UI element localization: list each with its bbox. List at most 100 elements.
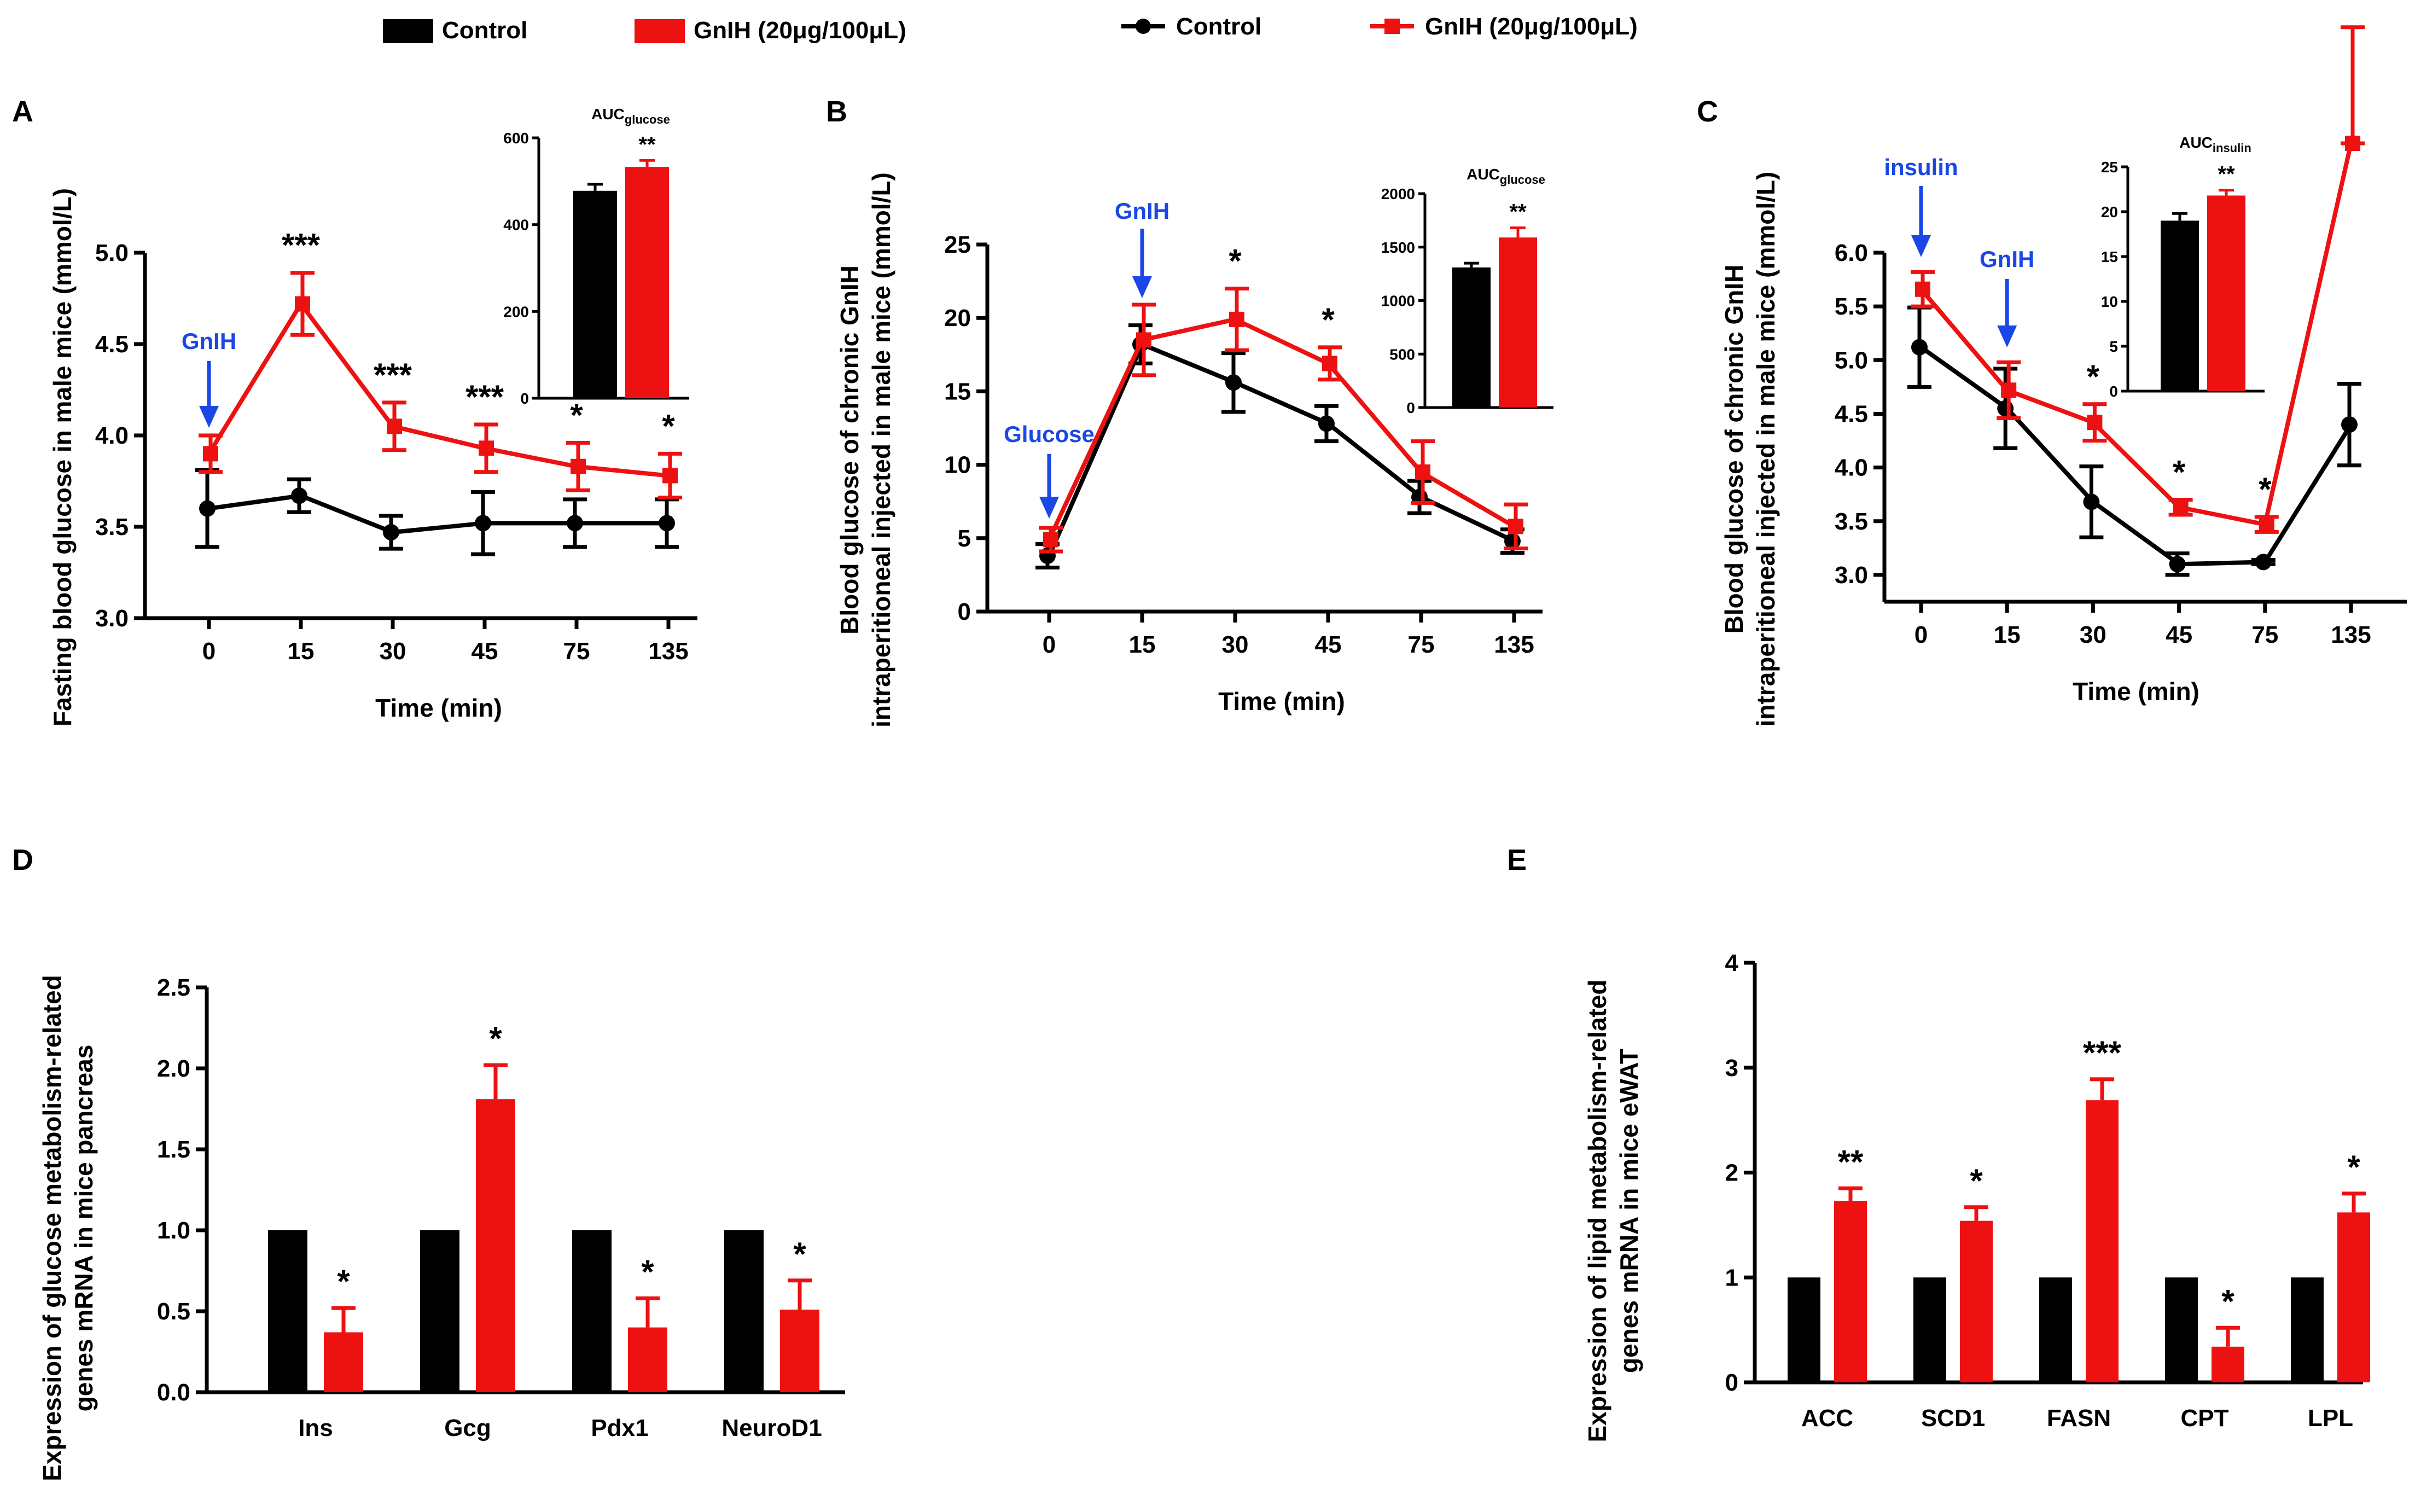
- legend-line: Control GnIH (20μg/100μL): [1121, 13, 1638, 40]
- y-tick-label: 2.0: [157, 1055, 190, 1082]
- treatment-point: [1415, 464, 1430, 480]
- treatment-bar: [2212, 1346, 2244, 1382]
- y-axis-label: Expression of lipid metabolism-related: [1583, 979, 1611, 1442]
- significance-marker: *: [489, 1020, 502, 1057]
- treatment-series-line: [1919, 143, 2353, 527]
- annotation-label: GnIH: [182, 328, 236, 354]
- y-tick-label: 3.5: [95, 514, 129, 540]
- annotation-arrow-head: [1997, 325, 2017, 347]
- inset-title-sub: glucose: [1500, 173, 1545, 187]
- treatment-point: [2001, 382, 2017, 398]
- panel-label-a: A: [12, 95, 33, 128]
- significance-marker: *: [2347, 1149, 2360, 1185]
- inset-y-tick-label: 1500: [1381, 239, 1415, 256]
- y-axis-label: genes mRNA in mice eWAT: [1615, 1049, 1643, 1373]
- chart-e: 0 1 2 3 4 Expression of lipid metabolism-rela…: [1583, 950, 2370, 1443]
- legend-line-control-marker: [1136, 19, 1151, 34]
- treatment-point: [571, 458, 586, 474]
- annotation-arrow-head: [1039, 497, 1059, 519]
- x-tick-label: 15: [288, 638, 315, 665]
- inset-y-tick-label: 0: [520, 390, 529, 407]
- inset-significance-marker: **: [2218, 162, 2235, 187]
- y-axis-label: genes mRNA in mice pancreas: [69, 1045, 98, 1412]
- x-tick-label: 135: [1494, 631, 1534, 658]
- panel-label-b: B: [826, 95, 847, 128]
- significance-marker: *: [1229, 243, 1242, 280]
- treatment-bar: [476, 1099, 515, 1392]
- control-point: [659, 515, 675, 532]
- x-tick-label: 75: [2251, 621, 2278, 648]
- treatment-bar: [2337, 1212, 2370, 1382]
- inset-significance-marker: **: [638, 132, 656, 156]
- y-tick-label: 5.5: [1835, 293, 1868, 320]
- treatment-point: [2087, 415, 2103, 431]
- panel-label-e: E: [1507, 844, 1527, 876]
- treatment-bar: [2086, 1100, 2119, 1382]
- significance-marker: *: [2221, 1283, 2234, 1319]
- treatment-point: [662, 468, 678, 484]
- panel-label-d: D: [12, 844, 33, 876]
- treatment-series-line: [1047, 317, 1516, 541]
- x-tick-label: SCD1: [1921, 1405, 1985, 1432]
- inset-title: AUCinsulin: [2179, 134, 2251, 155]
- y-tick-label: 2: [1725, 1160, 1738, 1187]
- control-point: [2169, 556, 2186, 573]
- inset-y-tick-label: 15: [2101, 248, 2118, 265]
- y-tick-label: 1.0: [157, 1217, 190, 1244]
- y-tick-label: 4.0: [1835, 455, 1868, 481]
- treatment-point: [387, 418, 402, 434]
- inset-title-sub: glucose: [625, 113, 670, 126]
- control-point: [1225, 374, 1242, 391]
- control-point: [2255, 554, 2272, 571]
- y-tick-label: 4.5: [1835, 400, 1868, 427]
- inset-control-bar: [573, 190, 617, 398]
- significance-marker: *: [662, 408, 675, 444]
- legend-bar-treatment-label: GnIH (20μg/100μL): [694, 17, 906, 44]
- x-tick-label: 0: [202, 638, 216, 665]
- legend-line-treatment-marker: [1384, 19, 1400, 34]
- annotation-label: insulin: [1884, 154, 1958, 180]
- y-axis-label: intraperitioneal injected in male mice (…: [1751, 172, 1780, 727]
- y-tick-label: 25: [944, 231, 971, 258]
- control-bar: [268, 1230, 307, 1392]
- x-tick-label: 75: [1408, 631, 1435, 658]
- y-tick-label: 4.5: [95, 331, 129, 358]
- treatment-point: [1915, 281, 1930, 297]
- y-tick-label: 3.0: [1835, 562, 1868, 589]
- y-tick-label: 3.0: [95, 605, 129, 632]
- y-tick-label: 10: [944, 452, 971, 479]
- treatment-point: [2345, 136, 2360, 151]
- treatment-point: [203, 446, 218, 462]
- treatment-bar: [780, 1310, 819, 1392]
- treatment-bar: [1834, 1201, 1867, 1382]
- inset-y-tick-label: 10: [2101, 293, 2118, 310]
- treatment-point: [479, 440, 494, 456]
- control-bar: [420, 1230, 459, 1392]
- y-tick-label: 1.5: [157, 1136, 190, 1163]
- x-tick-label: LPL: [2308, 1405, 2353, 1432]
- treatment-point: [1229, 311, 1244, 327]
- legend-bar-control-label: Control: [442, 17, 527, 44]
- x-tick-label: ACC: [1801, 1405, 1853, 1432]
- x-axis-label: Time (min): [1218, 687, 1345, 716]
- inset-title-main: AUC: [2179, 134, 2213, 151]
- chart-b: 0 5 10 15 20 25 0 15 30 45 75 135 Time (min) Blood gl…: [835, 166, 1553, 728]
- control-series-line: [1919, 345, 2353, 567]
- treatment-bar: [324, 1332, 363, 1392]
- y-axis-label: Blood glucose of chronic GnIH: [835, 265, 864, 635]
- control-bar: [572, 1230, 612, 1392]
- y-axis-label: intraperitioneal injected in male mice (…: [867, 172, 895, 728]
- annotation-arrow-head: [1911, 235, 1931, 257]
- y-tick-label: 0: [958, 598, 971, 625]
- inset-control-bar: [2161, 220, 2199, 391]
- inset-treatment-bar: [2207, 195, 2245, 391]
- y-tick-label: 0: [1725, 1369, 1738, 1396]
- significance-marker: *: [337, 1263, 350, 1300]
- inset-y-tick-label: 1000: [1381, 293, 1415, 310]
- significance-marker: **: [1838, 1143, 1864, 1180]
- inset-title: AUCglucose: [591, 106, 670, 126]
- treatment-point: [295, 296, 310, 312]
- x-tick-label: 30: [1222, 631, 1249, 658]
- y-axis-label: Expression of glucose metabolism-related: [38, 975, 66, 1481]
